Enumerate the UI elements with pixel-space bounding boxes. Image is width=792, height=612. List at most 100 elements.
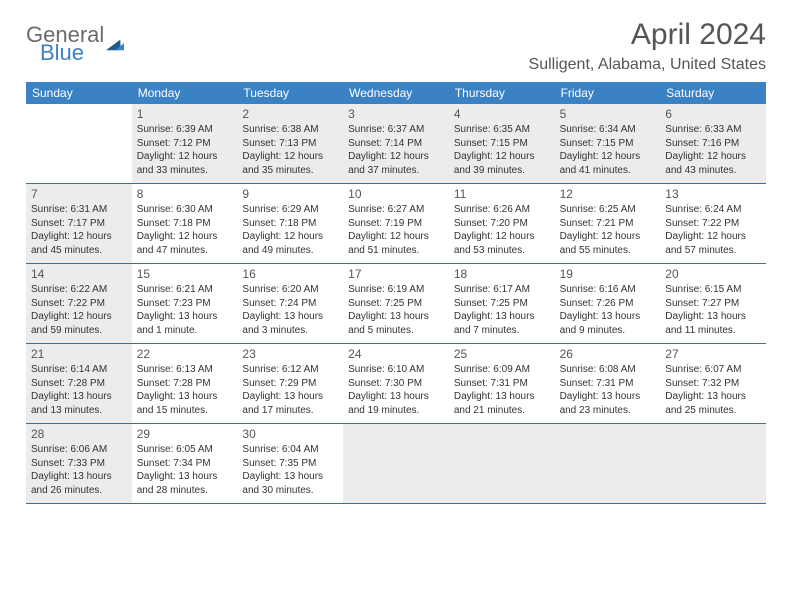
day-info-line: Sunrise: 6:39 AM [137, 123, 233, 137]
day-info-line: Daylight: 13 hours [560, 390, 656, 404]
week-row: 14Sunrise: 6:22 AMSunset: 7:22 PMDayligh… [26, 264, 766, 344]
day-info-line: Daylight: 12 hours [348, 150, 444, 164]
day-info-line: Daylight: 12 hours [454, 150, 550, 164]
calendar: SundayMondayTuesdayWednesdayThursdayFrid… [26, 82, 766, 504]
day-info-line: and 25 minutes. [665, 404, 761, 418]
day-info-line: Daylight: 13 hours [560, 310, 656, 324]
day-info-line: Sunrise: 6:09 AM [454, 363, 550, 377]
day-info-line: Sunrise: 6:04 AM [242, 443, 338, 457]
day-info-line: Sunset: 7:25 PM [454, 297, 550, 311]
day-info-line: Sunrise: 6:06 AM [31, 443, 127, 457]
day-info-line: Sunrise: 6:05 AM [137, 443, 233, 457]
day-cell: 1Sunrise: 6:39 AMSunset: 7:12 PMDaylight… [132, 104, 238, 183]
day-cell: 8Sunrise: 6:30 AMSunset: 7:18 PMDaylight… [132, 184, 238, 263]
day-info-line: Sunset: 7:15 PM [454, 137, 550, 151]
day-info-line: and 21 minutes. [454, 404, 550, 418]
day-number: 18 [454, 267, 550, 281]
day-info-line: Sunrise: 6:33 AM [665, 123, 761, 137]
day-info-line: Daylight: 12 hours [560, 150, 656, 164]
day-info-line: and 30 minutes. [242, 484, 338, 498]
day-info-line: and 9 minutes. [560, 324, 656, 338]
day-info-line: Sunset: 7:31 PM [454, 377, 550, 391]
day-number: 27 [665, 347, 761, 361]
day-info-line: Sunset: 7:33 PM [31, 457, 127, 471]
day-info-line: Sunset: 7:34 PM [137, 457, 233, 471]
day-number: 21 [31, 347, 127, 361]
day-info-line: Sunrise: 6:07 AM [665, 363, 761, 377]
day-cell [449, 424, 555, 503]
day-info-line: Daylight: 12 hours [454, 230, 550, 244]
day-number: 25 [454, 347, 550, 361]
day-info-line: Sunrise: 6:13 AM [137, 363, 233, 377]
day-info-line: Sunset: 7:29 PM [242, 377, 338, 391]
day-info-line: Sunrise: 6:14 AM [31, 363, 127, 377]
day-number: 17 [348, 267, 444, 281]
day-info-line: Sunrise: 6:10 AM [348, 363, 444, 377]
day-info-line: Daylight: 12 hours [560, 230, 656, 244]
day-info-line: Sunrise: 6:17 AM [454, 283, 550, 297]
day-info-line: Daylight: 13 hours [348, 310, 444, 324]
day-cell [555, 424, 661, 503]
day-info-line: Sunrise: 6:24 AM [665, 203, 761, 217]
title-block: April 2024 Sulligent, Alabama, United St… [529, 18, 766, 74]
day-info-line: Daylight: 13 hours [31, 470, 127, 484]
day-info-line: and 23 minutes. [560, 404, 656, 418]
day-number: 10 [348, 187, 444, 201]
day-cell: 17Sunrise: 6:19 AMSunset: 7:25 PMDayligh… [343, 264, 449, 343]
day-cell: 7Sunrise: 6:31 AMSunset: 7:17 PMDaylight… [26, 184, 132, 263]
day-info-line: Daylight: 13 hours [242, 390, 338, 404]
day-info-line: Sunset: 7:18 PM [242, 217, 338, 231]
day-number: 3 [348, 107, 444, 121]
brand-triangle-icon [106, 37, 124, 51]
day-number: 13 [665, 187, 761, 201]
day-info-line: Sunset: 7:22 PM [31, 297, 127, 311]
day-info-line: and 49 minutes. [242, 244, 338, 258]
day-info-line: Daylight: 13 hours [348, 390, 444, 404]
day-info-line: Sunrise: 6:25 AM [560, 203, 656, 217]
day-info-line: Daylight: 13 hours [137, 470, 233, 484]
day-cell: 28Sunrise: 6:06 AMSunset: 7:33 PMDayligh… [26, 424, 132, 503]
day-number: 26 [560, 347, 656, 361]
day-info-line: and 26 minutes. [31, 484, 127, 498]
day-info-line: Daylight: 12 hours [665, 230, 761, 244]
day-number: 29 [137, 427, 233, 441]
day-info-line: Daylight: 13 hours [242, 470, 338, 484]
day-cell: 22Sunrise: 6:13 AMSunset: 7:28 PMDayligh… [132, 344, 238, 423]
day-cell: 25 Sunrise: 6:09 AMSunset: 7:31 PMDayligh… [449, 344, 555, 423]
day-info-line: and 39 minutes. [454, 164, 550, 178]
day-info-line: Sunrise: 6:21 AM [137, 283, 233, 297]
day-info-line: Sunset: 7:30 PM [348, 377, 444, 391]
weekday-header: Tuesday [237, 82, 343, 104]
day-info-line: Sunset: 7:28 PM [137, 377, 233, 391]
day-info-line: and 35 minutes. [242, 164, 338, 178]
day-info-line: Daylight: 12 hours [137, 150, 233, 164]
day-cell: 26Sunrise: 6:08 AMSunset: 7:31 PMDayligh… [555, 344, 661, 423]
day-cell: 3Sunrise: 6:37 AMSunset: 7:14 PMDaylight… [343, 104, 449, 183]
day-info-line: Sunset: 7:17 PM [31, 217, 127, 231]
day-info-line: and 11 minutes. [665, 324, 761, 338]
location-label: Sulligent, Alabama, United States [529, 56, 766, 74]
day-number: 30 [242, 427, 338, 441]
day-info-line: Daylight: 12 hours [242, 230, 338, 244]
day-info-line: and 5 minutes. [348, 324, 444, 338]
day-info-line: and 45 minutes. [31, 244, 127, 258]
day-number: 19 [560, 267, 656, 281]
day-number: 20 [665, 267, 761, 281]
day-info-line: and 33 minutes. [137, 164, 233, 178]
day-number: 24 [348, 347, 444, 361]
day-number: 1 [137, 107, 233, 121]
weekday-header: Sunday [26, 82, 132, 104]
day-info-line: and 59 minutes. [31, 324, 127, 338]
day-cell: 2Sunrise: 6:38 AMSunset: 7:13 PMDaylight… [237, 104, 343, 183]
day-info-line: Sunset: 7:20 PM [454, 217, 550, 231]
week-row: 28Sunrise: 6:06 AMSunset: 7:33 PMDayligh… [26, 424, 766, 504]
day-info-line: Sunset: 7:15 PM [560, 137, 656, 151]
day-cell [660, 424, 766, 503]
day-info-line: Daylight: 12 hours [31, 310, 127, 324]
month-title: April 2024 [529, 18, 766, 52]
day-info-line: Daylight: 13 hours [454, 390, 550, 404]
day-number: 23 [242, 347, 338, 361]
day-info-line: Daylight: 13 hours [137, 310, 233, 324]
day-info-line: Sunrise: 6:20 AM [242, 283, 338, 297]
week-row: 7Sunrise: 6:31 AMSunset: 7:17 PMDaylight… [26, 184, 766, 264]
